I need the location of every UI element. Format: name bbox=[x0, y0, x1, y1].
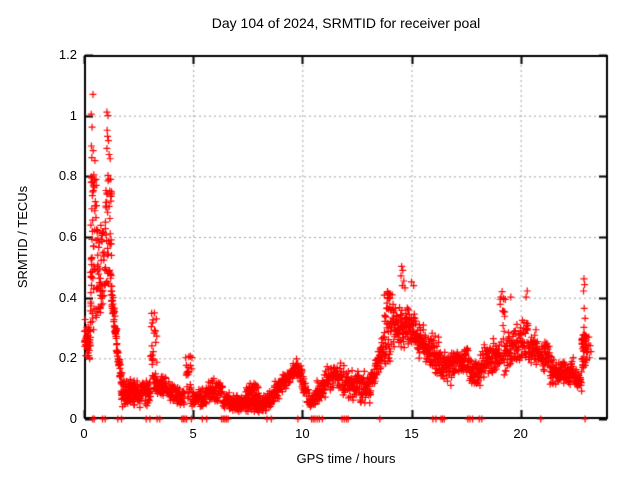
x-tick-label: 15 bbox=[404, 426, 419, 441]
y-tick-label: 0.4 bbox=[58, 289, 77, 305]
x-tick-label: 20 bbox=[513, 426, 528, 441]
chart-title: Day 104 of 2024, SRMTID for receiver poa… bbox=[211, 15, 481, 31]
y-tick-label: 1 bbox=[69, 107, 77, 123]
y-tick-label: 0.8 bbox=[58, 168, 77, 184]
y-tick-label: 0 bbox=[69, 411, 77, 426]
x-tick-label: 0 bbox=[80, 426, 88, 441]
y-tick-label: 0.2 bbox=[58, 350, 77, 366]
x-tick-label: 10 bbox=[295, 426, 310, 441]
x-tick-label: 5 bbox=[189, 426, 197, 441]
x-axis-label: GPS time / hours bbox=[296, 451, 396, 466]
y-tick-label: 0.6 bbox=[58, 229, 77, 244]
y-tick-label: 1.2 bbox=[58, 47, 77, 62]
